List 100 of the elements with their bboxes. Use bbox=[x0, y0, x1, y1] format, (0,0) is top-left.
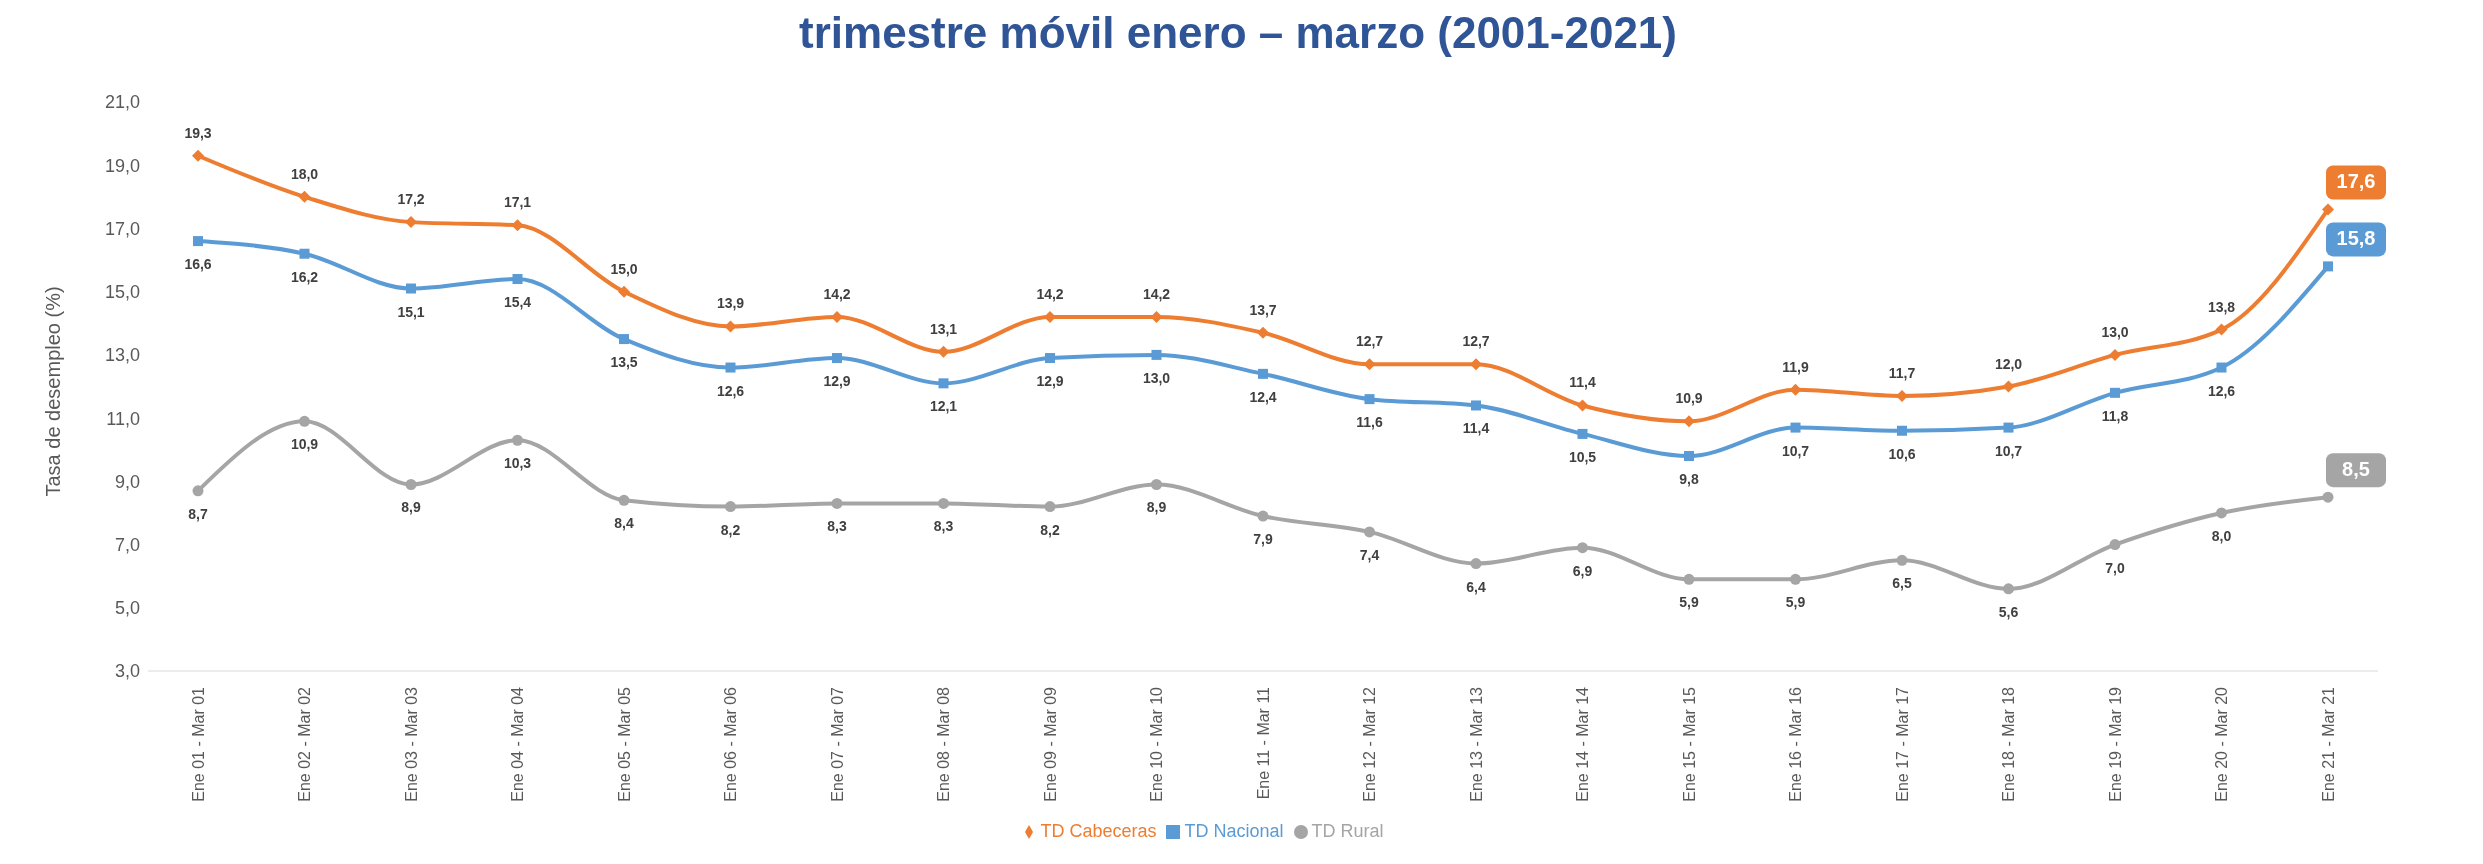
y-tick-label: 11,0 bbox=[106, 408, 140, 429]
data-label: 8,5 bbox=[2342, 458, 2370, 481]
data-label: 13,1 bbox=[929, 320, 958, 337]
point bbox=[1257, 510, 1269, 522]
point bbox=[405, 216, 417, 229]
y-tick-label: 17,0 bbox=[104, 218, 140, 239]
point bbox=[406, 283, 416, 294]
data-label: 17,6 bbox=[2336, 170, 2376, 193]
y-tick-label: 3,0 bbox=[114, 661, 140, 682]
point bbox=[1258, 368, 1268, 379]
data-label: 12,9 bbox=[1036, 373, 1064, 390]
data-label: 10,7 bbox=[1994, 442, 2023, 459]
data-label: 12,7 bbox=[1462, 333, 1490, 350]
x-tick-label: Ene 13 - Mar 13 bbox=[1467, 686, 1485, 802]
x-tick-label: Ene 14 - Mar 14 bbox=[1574, 686, 1591, 802]
point bbox=[1470, 358, 1482, 371]
point bbox=[725, 501, 736, 513]
x-tick-label: Ene 19 - Mar 19 bbox=[2106, 686, 2124, 802]
point bbox=[2216, 362, 2227, 373]
data-label: 7,4 bbox=[1359, 546, 1380, 563]
data-label: 10,5 bbox=[1568, 448, 1597, 465]
x-tick-label: Ene 02 - Mar 02 bbox=[296, 686, 313, 802]
y-tick-label: 7,0 bbox=[114, 534, 140, 555]
data-label: 7,0 bbox=[2105, 559, 2125, 576]
point bbox=[1683, 415, 1695, 428]
point bbox=[1683, 573, 1695, 585]
data-label: 16,6 bbox=[184, 256, 212, 273]
data-label: 8,9 bbox=[401, 499, 421, 516]
point bbox=[725, 362, 736, 373]
data-label: 12,6 bbox=[716, 382, 745, 399]
point bbox=[1364, 394, 1375, 405]
y-tick-label: 13,0 bbox=[104, 345, 140, 366]
x-tick-label: Ene 10 - Mar 10 bbox=[1148, 686, 1165, 802]
data-label: 8,7 bbox=[188, 505, 208, 522]
data-label: 11,4 bbox=[1462, 420, 1490, 437]
point bbox=[619, 334, 629, 345]
point bbox=[298, 190, 311, 203]
data-label: 8,2 bbox=[720, 521, 741, 538]
point bbox=[512, 274, 523, 285]
data-label: 5,9 bbox=[1785, 594, 1806, 611]
data-label: 10,6 bbox=[1888, 445, 1916, 462]
data-label: 11,4 bbox=[1569, 374, 1596, 391]
data-label: 15,0 bbox=[610, 260, 638, 277]
legend-label: TD Cabeceras bbox=[1040, 821, 1157, 841]
data-label: 13,0 bbox=[1142, 369, 1171, 386]
point bbox=[2003, 422, 2014, 433]
x-tick-label: Ene 08 - Mar 08 bbox=[935, 686, 952, 802]
data-label: 8,3 bbox=[827, 518, 847, 535]
point bbox=[405, 478, 417, 490]
point bbox=[2215, 323, 2228, 336]
point bbox=[2216, 507, 2227, 519]
data-label: 10,9 bbox=[1675, 390, 1703, 407]
point bbox=[2002, 380, 2015, 393]
data-label: 6,9 bbox=[1572, 562, 1593, 579]
x-tick-label: Ene 01 - Mar 01 bbox=[189, 686, 207, 802]
point bbox=[831, 497, 843, 509]
data-label: 8,0 bbox=[2211, 527, 2232, 544]
point bbox=[2322, 491, 2334, 503]
point bbox=[193, 236, 203, 247]
point bbox=[1790, 573, 1801, 585]
point bbox=[832, 353, 842, 364]
x-tick-label: Ene 18 - Mar 18 bbox=[2000, 686, 2017, 802]
data-label: 8,2 bbox=[1040, 521, 1060, 538]
data-label: 12,0 bbox=[1994, 355, 2023, 372]
x-tick-label: Ene 06 - Mar 06 bbox=[722, 686, 739, 802]
point bbox=[831, 310, 843, 323]
point bbox=[2323, 261, 2333, 272]
data-label: 14,2 bbox=[1036, 285, 1064, 302]
data-label: 10,3 bbox=[503, 455, 532, 472]
y-tick-label: 9,0 bbox=[114, 471, 140, 492]
data-label: 6,5 bbox=[1892, 575, 1912, 592]
data-label: 11,9 bbox=[1782, 358, 1809, 375]
data-label: 10,7 bbox=[1781, 442, 1810, 459]
x-tick-label: Ene 21 - Mar 21 bbox=[2319, 686, 2337, 802]
point bbox=[618, 285, 630, 298]
point bbox=[1577, 542, 1588, 554]
y-tick-label: 15,0 bbox=[104, 282, 140, 303]
x-tick-label: Ene 12 - Mar 12 bbox=[1361, 686, 1378, 802]
data-label: 8,4 bbox=[614, 515, 634, 532]
x-tick-label: Ene 16 - Mar 16 bbox=[1787, 686, 1804, 802]
x-tick-label: Ene 03 - Mar 03 bbox=[402, 686, 420, 802]
point bbox=[1470, 558, 1482, 570]
point bbox=[1257, 326, 1269, 339]
point bbox=[299, 248, 310, 259]
x-tick-label: Ene 20 - Mar 20 bbox=[2213, 686, 2230, 802]
data-label: 14,2 bbox=[1142, 285, 1171, 302]
x-tick-label: Ene 09 - Mar 09 bbox=[1041, 686, 1059, 802]
data-label: 8,9 bbox=[1146, 499, 1167, 516]
data-label: 9,8 bbox=[1679, 471, 1699, 488]
data-label: 17,2 bbox=[397, 191, 425, 208]
data-label: 15,1 bbox=[397, 303, 425, 320]
x-tick-label: Ene 05 - Mar 05 bbox=[615, 686, 633, 802]
data-label: 16,2 bbox=[290, 268, 319, 285]
data-label: 7,9 bbox=[1253, 531, 1273, 548]
legend-label: TD Nacional bbox=[1184, 821, 1284, 841]
point bbox=[938, 378, 949, 389]
data-label: 12,7 bbox=[1355, 333, 1384, 350]
point bbox=[2109, 348, 2121, 361]
data-label: 15,8 bbox=[2336, 227, 2376, 250]
point bbox=[2110, 387, 2120, 398]
